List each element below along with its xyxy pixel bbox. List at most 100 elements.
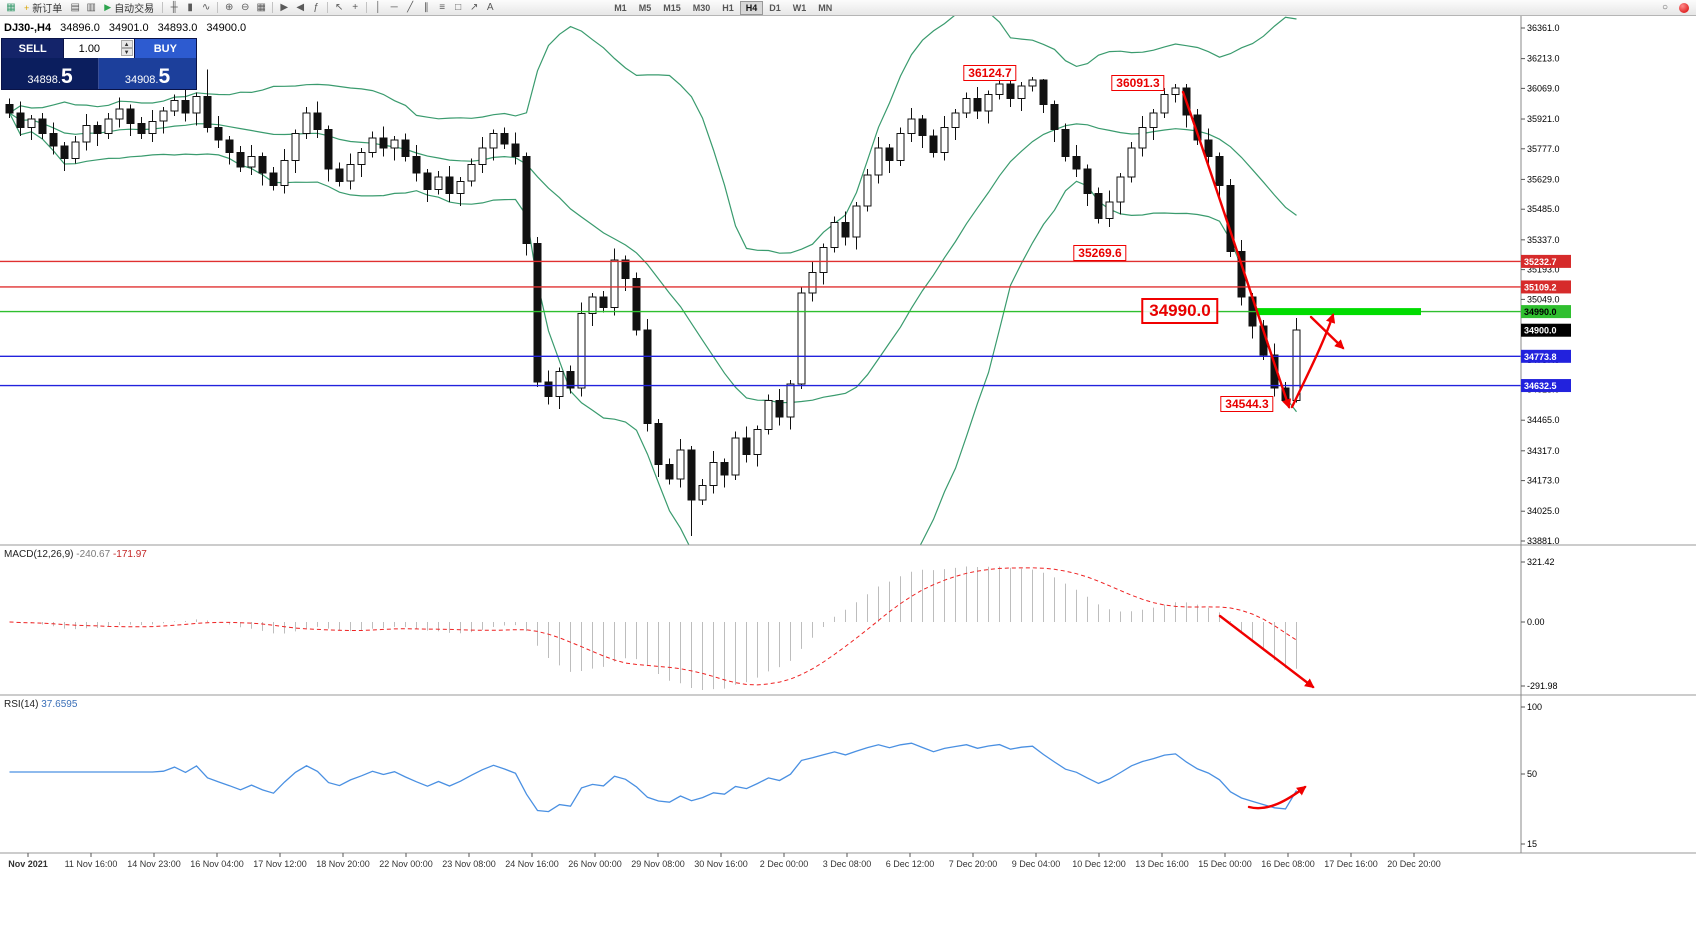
price-scale-box-label: 35109.2: [1524, 282, 1557, 292]
candlestick-chart-type-icon[interactable]: ▮: [187, 2, 193, 13]
fibonacci-icon[interactable]: ≡: [439, 2, 446, 13]
zoom-out-icon[interactable]: ⊖: [240, 2, 250, 13]
rsi-value: 37.6595: [41, 699, 78, 710]
charts-window-icon[interactable]: ▤: [70, 2, 80, 13]
macd-indicator-label: MACD(12,26,9) -240.67 -171.97: [4, 549, 147, 560]
rsi-trend-arrow[interactable]: [1247, 785, 1307, 810]
market-watch-icon[interactable]: ▥: [86, 2, 96, 13]
timeframe-button-w1[interactable]: W1: [792, 2, 807, 13]
macd-name: MACD(12,26,9): [4, 549, 74, 560]
price-scale-box: [1521, 305, 1571, 319]
rsi-axis-label: 100: [1527, 702, 1542, 712]
auto-scroll-icon[interactable]: ▶: [280, 2, 289, 13]
new-chart-icon[interactable]: ▦: [6, 2, 16, 13]
auto-trading-button[interactable]: ▶ 自动交易: [99, 1, 159, 15]
arrows-tool-icon[interactable]: ↗: [469, 2, 479, 13]
trendline-icon[interactable]: ╱: [407, 2, 414, 13]
price-annotation[interactable]: 36091.3: [1111, 75, 1165, 91]
chart-canvas[interactable]: 36361.0 36213.0 36069.0 35921.0 35777.0 35629…: [0, 16, 1696, 935]
timeframe-button-m1[interactable]: M1: [614, 2, 627, 13]
toolbar-left-group: ▦ + 新订单 ▤ ▥ ▶ 自动交易 ╫ ▮ ∿ ⊕ ⊖ ▦ ▶ ◀ ƒ ↖ + │ ─ ╱ ∥ ≡ □ ↗ A: [3, 1, 498, 15]
sell-button[interactable]: SELL: [2, 39, 64, 58]
search-icon[interactable]: ○: [1661, 2, 1669, 13]
decline-arrow[interactable]: [1181, 90, 1292, 409]
vertical-line-icon[interactable]: │: [375, 2, 382, 13]
indicators-icon[interactable]: ƒ: [313, 2, 319, 13]
symbol-info: DJ30-,H4 34896.0 34901.0 34893.0 34900.0: [4, 22, 246, 34]
ohlc-high: 34901.0: [108, 22, 149, 34]
text-tool-icon[interactable]: A: [486, 2, 494, 13]
rsi-line: [9, 742, 1298, 813]
time-axis-label: 2 Dec 00:00: [760, 859, 809, 869]
time-axis-label: 3 Dec 08:00: [823, 859, 872, 869]
time-axis-label: 15 Dec 00:00: [1198, 859, 1252, 869]
timeframe-button-d1[interactable]: D1: [769, 2, 781, 13]
timeframe-button-h4[interactable]: H4: [739, 0, 764, 15]
time-axis-label: 24 Nov 16:00: [505, 859, 559, 869]
price-annotation[interactable]: 35269.6: [1073, 245, 1127, 261]
price-axis-label: 36213.0: [1527, 54, 1560, 64]
price-axis-label: 34317.0: [1527, 446, 1560, 456]
price-scale-box-label: 34990.0: [1524, 307, 1557, 317]
tile-windows-icon[interactable]: ▦: [256, 2, 266, 13]
volume-box: ▲ ▼: [63, 39, 135, 58]
volume-increase-button[interactable]: ▲: [120, 40, 133, 48]
auto-trading-play-icon: ▶: [104, 2, 112, 12]
rsi-indicator-label: RSI(14) 37.6595: [4, 699, 77, 710]
time-axis-label: 9 Dec 04:00: [1012, 859, 1061, 869]
buy-button[interactable]: BUY: [134, 39, 196, 58]
price-axis-label: 35777.0: [1527, 144, 1560, 154]
timeframe-button-m15[interactable]: M15: [663, 2, 681, 13]
crosshair-icon[interactable]: +: [352, 2, 359, 13]
price-scale-box: [1521, 323, 1571, 337]
new-order-button[interactable]: + 新订单: [19, 1, 67, 16]
auto-trading-button-label: 自动交易: [114, 4, 155, 15]
volume-input[interactable]: [64, 42, 115, 55]
rejection-arrow[interactable]: [1309, 315, 1345, 350]
price-scale-box: [1521, 254, 1571, 268]
price-scale-box-label: 34632.5: [1524, 381, 1557, 391]
ohlc-close: 34900.0: [206, 22, 247, 34]
macd-pane: [9, 566, 1297, 690]
new-order-icon: +: [24, 2, 30, 13]
volume-decrease-button[interactable]: ▼: [120, 48, 133, 56]
toolbar-right-group: ○: [1657, 1, 1693, 15]
price-scale-box-label: 35232.7: [1524, 257, 1557, 267]
zoom-in-icon[interactable]: ⊕: [224, 2, 234, 13]
cursor-icon[interactable]: ↖: [334, 2, 344, 13]
timeframe-button-mn[interactable]: MN: [818, 2, 833, 13]
timeframe-button-h1[interactable]: H1: [722, 2, 734, 13]
macd-signal-line: [9, 567, 1297, 686]
macd-axis-label: 321.42: [1527, 557, 1555, 567]
main-chart-pane: [5, 16, 1301, 545]
timeframe-button-m30[interactable]: M30: [692, 2, 711, 13]
rsi-name: RSI(14): [4, 699, 39, 710]
time-axis-label: 14 Nov 23:00: [127, 859, 181, 869]
price-scale-box: [1521, 280, 1571, 294]
price-annotation[interactable]: 34990.0: [1141, 298, 1219, 324]
price-annotation[interactable]: 36124.7: [963, 65, 1017, 81]
price-annotation[interactable]: 34544.3: [1220, 396, 1274, 412]
time-axis-label: 10 Dec 12:00: [1072, 859, 1126, 869]
macd-axis-label: 0.00: [1527, 617, 1545, 627]
support-highlight-zone[interactable]: [1256, 308, 1421, 316]
equidistant-channel-icon[interactable]: ∥: [423, 2, 429, 13]
macd-histogram: [20, 566, 1297, 690]
bar-chart-type-icon[interactable]: ╫: [170, 2, 178, 13]
price-scale-box-label: 34900.0: [1524, 326, 1557, 336]
price-scale: 36361.0 36213.0 36069.0 35921.0 35777.0 35629…: [1521, 23, 1571, 849]
shapes-icon[interactable]: □: [455, 2, 462, 13]
macd-signal-value: -171.97: [112, 549, 147, 560]
ohlc-low: 34893.0: [157, 22, 198, 34]
macd-trend-arrow[interactable]: [1218, 614, 1315, 689]
price-axis-label: 33881.0: [1527, 536, 1560, 546]
chart-shift-icon[interactable]: ◀: [296, 2, 305, 13]
line-chart-type-icon[interactable]: ∿: [201, 2, 211, 13]
bounce-arrow[interactable]: [1290, 313, 1336, 409]
buy-price-display[interactable]: 34908. 5: [99, 58, 196, 89]
horizontal-line-icon[interactable]: ─: [390, 2, 398, 13]
sell-price-display[interactable]: 34898. 5: [2, 58, 99, 89]
timeframe-button-m5[interactable]: M5: [638, 2, 652, 13]
toolbar-separator: [366, 2, 368, 13]
macd-main-value: -240.67: [76, 549, 111, 560]
